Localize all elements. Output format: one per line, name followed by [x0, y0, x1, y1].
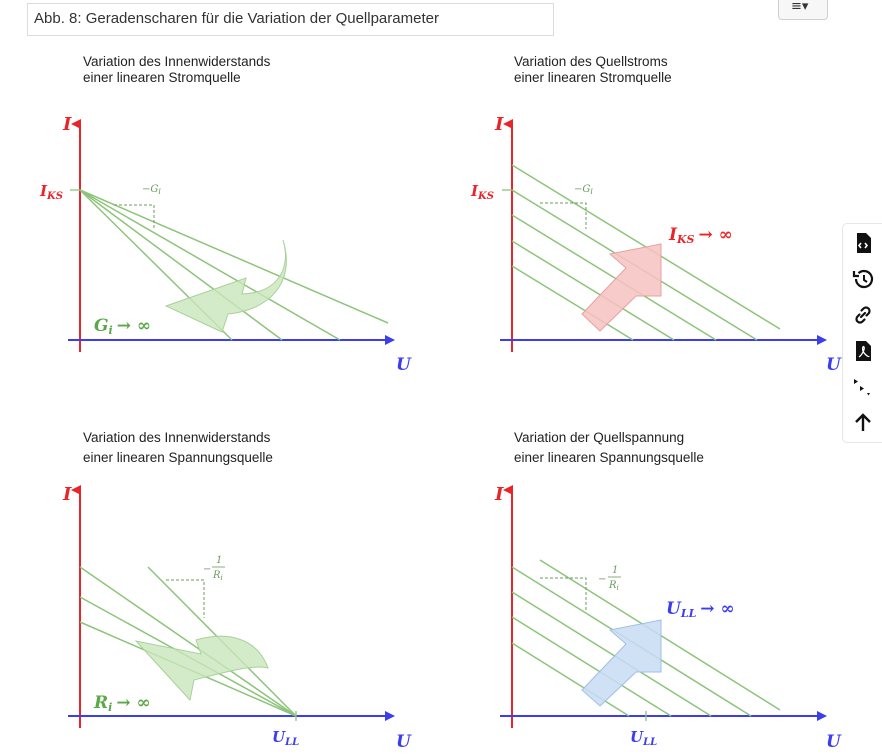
panel-1-line: [79, 189, 389, 324]
panel-1-line-family: [79, 189, 389, 341]
panel-1-y-axis-label: I: [62, 114, 72, 135]
panel-1-rotation-arrow: [164, 239, 287, 333]
svg-text:Ri: Ri: [212, 570, 223, 582]
panel-2-change-label: IKS → ∞: [668, 225, 733, 246]
svg-text:−: −: [598, 574, 606, 585]
panel-4-shift-arrow: [581, 619, 662, 707]
pdf-icon[interactable]: [851, 339, 875, 363]
panel-1-change-label: Gi → ∞: [94, 316, 151, 337]
scroll-top-icon[interactable]: [851, 411, 875, 435]
panel-4-x-axis-label: U: [826, 732, 842, 752]
panel-voltage-source-open-circuit-voltage: Variation der Quellspannung einer linear…: [494, 430, 842, 752]
svg-text:−: −: [203, 564, 211, 575]
more-options-icon[interactable]: [851, 375, 875, 399]
list-menu-icon: ≡▾: [791, 0, 809, 14]
panel-3-slope-triangle: [166, 579, 205, 618]
panel-current-source-internal-resistance: Variation des Innenwiderstands einer lin…: [39, 54, 412, 375]
panel-2-shift-arrow: [581, 243, 662, 332]
panel-4-slope-triangle: [540, 577, 587, 610]
panel-2-x-axis-label: U: [826, 355, 842, 375]
panel-3-change-label: Ri → ∞: [93, 693, 151, 714]
panel-1-line: [79, 189, 283, 341]
panel-1-line: [79, 189, 341, 341]
panel-4-open-circuit-voltage-label: ULL: [630, 728, 657, 748]
panel-current-source-short-circuit-current: Variation des Quellstroms einer linearen…: [470, 54, 842, 375]
panel-2-short-circuit-current-label: IKS: [470, 182, 494, 202]
panel-2-line: [511, 265, 634, 341]
panel-2-line: [511, 240, 675, 341]
panel-4-change-label: ULL → ∞: [666, 599, 735, 620]
panel-1-slope-label: −Gi: [142, 184, 161, 196]
code-file-icon[interactable]: [851, 231, 875, 255]
panel-4-line: [511, 642, 630, 717]
panel-voltage-source-internal-resistance: Variation des Innenwiderstands einer lin…: [62, 430, 412, 752]
panel-4-title-line1: Variation der Quellspannung: [514, 430, 684, 445]
panel-4-y-axis-label: I: [494, 484, 504, 505]
side-toolbar: [842, 223, 882, 443]
panel-4-line: [511, 616, 672, 717]
panel-4-title-line2: einer linearen Spannungsquelle: [514, 450, 704, 465]
panel-1-x-axis-label: U: [396, 355, 412, 375]
panel-2-slope-triangle: [540, 202, 587, 229]
panel-3-open-circuit-voltage-label: ULL: [272, 728, 299, 748]
panel-1-short-circuit-current-label: IKS: [39, 182, 63, 202]
caption-text: Abb. 8: Geradenscharen für die Variation…: [34, 10, 439, 27]
svg-text:Ri: Ri: [608, 580, 619, 592]
panel-4-line: [511, 591, 712, 717]
panel-1-title-line1: Variation des Innenwiderstands: [83, 54, 271, 69]
panel-3-slope-label: − 1 Ri: [203, 555, 225, 582]
history-icon[interactable]: [851, 267, 875, 291]
panel-2-title-line1: Variation des Quellstroms: [514, 54, 668, 69]
panel-3-y-axis-label: I: [62, 484, 72, 505]
panel-2-title-line2: einer linearen Stromquelle: [514, 70, 672, 85]
panel-2-y-axis-label: I: [494, 114, 504, 135]
panel-1-title-line2: einer linearen Stromquelle: [83, 70, 241, 85]
svg-text:1: 1: [216, 555, 222, 566]
panel-3-title-line2: einer linearen Spannungsquelle: [83, 450, 273, 465]
panel-3-x-axis-label: U: [396, 732, 412, 752]
panel-3-line: [79, 566, 297, 717]
link-icon[interactable]: [851, 303, 875, 327]
svg-text:1: 1: [612, 565, 618, 576]
panel-3-rotation-arrow: [134, 635, 269, 702]
panel-1-slope-triangle: [114, 204, 155, 230]
panel-2-slope-label: −Gi: [574, 184, 593, 196]
panel-3-title-line1: Variation des Innenwiderstands: [83, 430, 271, 445]
table-of-contents-menu-button[interactable]: ≡▾: [778, 0, 828, 20]
figure-caption: Abb. 8: Geradenscharen für die Variation…: [27, 3, 554, 36]
panel-4-slope-label: − 1 Ri: [598, 565, 621, 592]
panel-2-line: [511, 214, 717, 341]
